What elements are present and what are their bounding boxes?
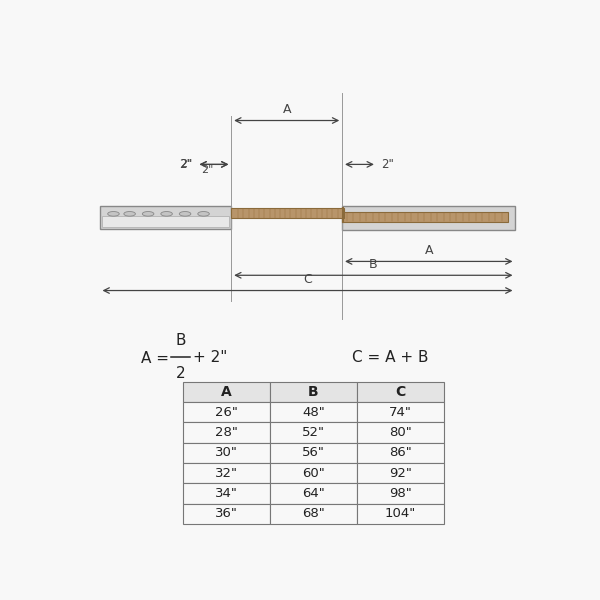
Bar (357, 382, 444, 402)
Text: 68": 68" (302, 507, 325, 520)
Text: 80": 80" (389, 426, 412, 439)
Text: A: A (425, 244, 433, 257)
Text: 92": 92" (389, 467, 412, 479)
Bar (270, 443, 357, 463)
Ellipse shape (107, 212, 119, 216)
Text: 2": 2" (202, 164, 214, 175)
Text: 52": 52" (302, 426, 325, 439)
Bar (357, 443, 444, 463)
Bar (357, 503, 444, 524)
Text: C: C (395, 385, 406, 399)
Ellipse shape (179, 212, 191, 216)
Ellipse shape (198, 212, 209, 216)
Text: 30": 30" (215, 446, 238, 459)
Text: 32": 32" (215, 467, 238, 479)
Ellipse shape (142, 212, 154, 216)
Text: 28": 28" (215, 426, 238, 439)
Bar (342, 212, 508, 222)
Text: C = A + B: C = A + B (352, 350, 429, 365)
Bar (270, 483, 357, 503)
Bar (270, 382, 357, 402)
Bar (183, 402, 270, 422)
Text: 86": 86" (389, 446, 412, 459)
Text: 64": 64" (302, 487, 325, 500)
Bar (357, 463, 444, 483)
Bar (183, 503, 270, 524)
Bar (102, 217, 229, 227)
Bar (183, 463, 270, 483)
Text: 56": 56" (302, 446, 325, 459)
Text: A: A (283, 103, 291, 116)
Text: B: B (369, 257, 377, 271)
Text: 36": 36" (215, 507, 238, 520)
Bar (183, 483, 270, 503)
Ellipse shape (124, 212, 136, 216)
Text: A: A (221, 385, 232, 399)
Bar (357, 422, 444, 443)
Text: A =: A = (141, 351, 169, 366)
Text: B: B (308, 385, 319, 399)
Bar (183, 422, 270, 443)
Text: B: B (175, 333, 186, 348)
Bar (100, 206, 231, 229)
Ellipse shape (500, 215, 508, 220)
Text: 2: 2 (176, 366, 185, 381)
Bar (357, 483, 444, 503)
Bar (231, 208, 344, 218)
Text: 74": 74" (389, 406, 412, 419)
Text: C: C (303, 273, 312, 286)
Bar (270, 463, 357, 483)
Text: 104": 104" (385, 507, 416, 520)
Text: + 2": + 2" (193, 350, 227, 365)
Text: 2": 2" (181, 160, 193, 169)
Text: 98": 98" (389, 487, 412, 500)
Bar (183, 443, 270, 463)
Text: 34": 34" (215, 487, 238, 500)
Bar (270, 422, 357, 443)
Text: 26": 26" (215, 406, 238, 419)
Text: 2": 2" (179, 158, 192, 171)
Bar (183, 382, 270, 402)
Text: 60": 60" (302, 467, 325, 479)
Bar (357, 402, 444, 422)
Ellipse shape (161, 212, 172, 216)
Text: 2": 2" (382, 158, 394, 171)
Bar (342, 206, 515, 230)
Bar (270, 503, 357, 524)
Text: 48": 48" (302, 406, 325, 419)
Bar (270, 402, 357, 422)
